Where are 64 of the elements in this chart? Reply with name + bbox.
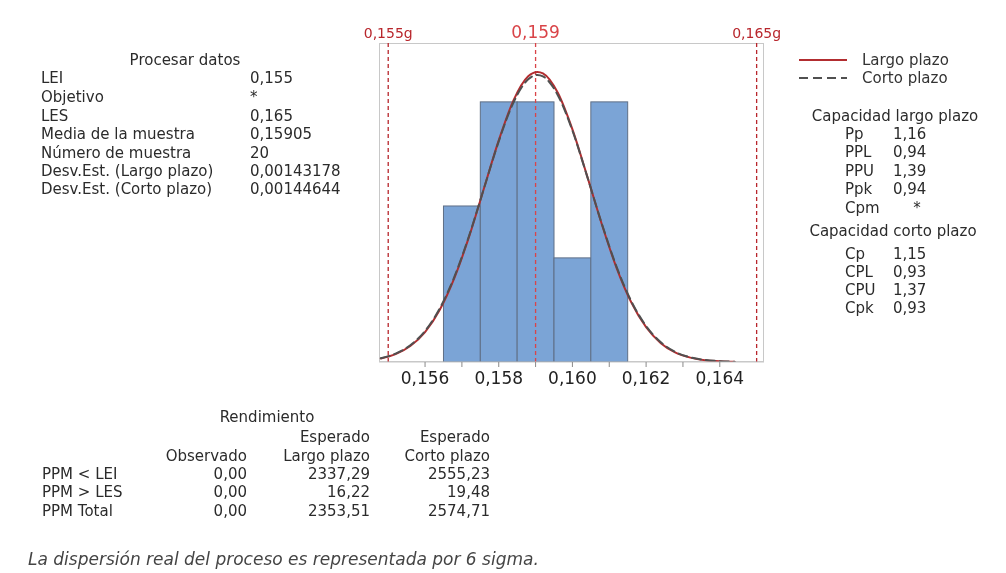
text: 20 [250, 144, 270, 162]
text: 1,37 [893, 281, 927, 299]
text: 0,94 [893, 143, 927, 161]
text: Pp [845, 125, 864, 143]
text: 1,39 [893, 162, 927, 180]
text: 19,48 [447, 483, 490, 501]
legend-label: Corto plazo [862, 69, 948, 87]
text: Procesar datos [129, 51, 241, 69]
text: 0,00144644 [250, 180, 341, 198]
text: 2337,29 [307, 465, 370, 483]
ref-line-label: 0,159 [511, 22, 560, 42]
text: 1,15 [893, 245, 927, 263]
legend-label: Largo plazo [862, 51, 949, 69]
text: LES [41, 107, 69, 125]
x-tick-label: 0,156 [400, 368, 450, 389]
ref-line-label: 0,165g [732, 25, 782, 41]
text: PPM > LES [42, 483, 123, 501]
text: 0,94 [893, 180, 927, 198]
x-tick-label: 0,164 [695, 368, 745, 389]
x-tick-label: 0,160 [548, 368, 597, 389]
x-tick-label: 0,162 [621, 368, 671, 389]
text: * [250, 88, 258, 106]
text: 0,93 [893, 263, 927, 281]
text: 0,155 [250, 69, 293, 87]
text: Esperado [299, 428, 370, 446]
text: Rendimiento [219, 408, 315, 426]
text: Número de muestra [41, 144, 192, 162]
text: Desv.Est. (Corto plazo) [41, 180, 213, 198]
text: 2574,71 [427, 502, 490, 520]
text: 2353,51 [307, 502, 370, 520]
text: Largo plazo [283, 447, 370, 465]
text: PPM < LEI [42, 465, 118, 483]
text: 0,165 [250, 107, 293, 125]
text: PPM Total [42, 502, 113, 520]
text: Capacidad largo plazo [811, 107, 979, 125]
text: Cpk [845, 299, 874, 317]
text: 0,15905 [250, 125, 313, 143]
text: Observado [165, 447, 247, 465]
text: Ppk [845, 180, 873, 198]
text: 1,16 [893, 125, 927, 143]
text: Media de la muestra [41, 125, 195, 143]
text: Objetivo [41, 88, 104, 106]
text: 16,22 [327, 483, 370, 501]
text: Capacidad corto plazo [809, 222, 977, 240]
text: 0,00 [213, 502, 247, 520]
text: 0,00 [213, 483, 247, 501]
text: 0,00 [213, 465, 247, 483]
x-tick-label: 0,158 [474, 368, 524, 389]
text: La dispersión real del proceso es representada por 6 sigma. [28, 549, 539, 569]
text: Cp [845, 245, 865, 263]
text: * [913, 199, 921, 217]
text: 0,93 [893, 299, 927, 317]
ref-line-label: 0,155g [363, 25, 413, 41]
text: Cpm [845, 199, 880, 217]
text: CPU [845, 281, 876, 299]
text: LEI [41, 69, 64, 87]
text: 0,00143178 [250, 162, 341, 180]
text: CPL [845, 263, 873, 281]
text: PPU [845, 162, 875, 180]
text: PPL [845, 143, 872, 161]
text: Esperado [419, 428, 490, 446]
text: 2555,23 [427, 465, 490, 483]
text: Corto plazo [404, 447, 490, 465]
text: Desv.Est. (Largo plazo) [41, 162, 214, 180]
